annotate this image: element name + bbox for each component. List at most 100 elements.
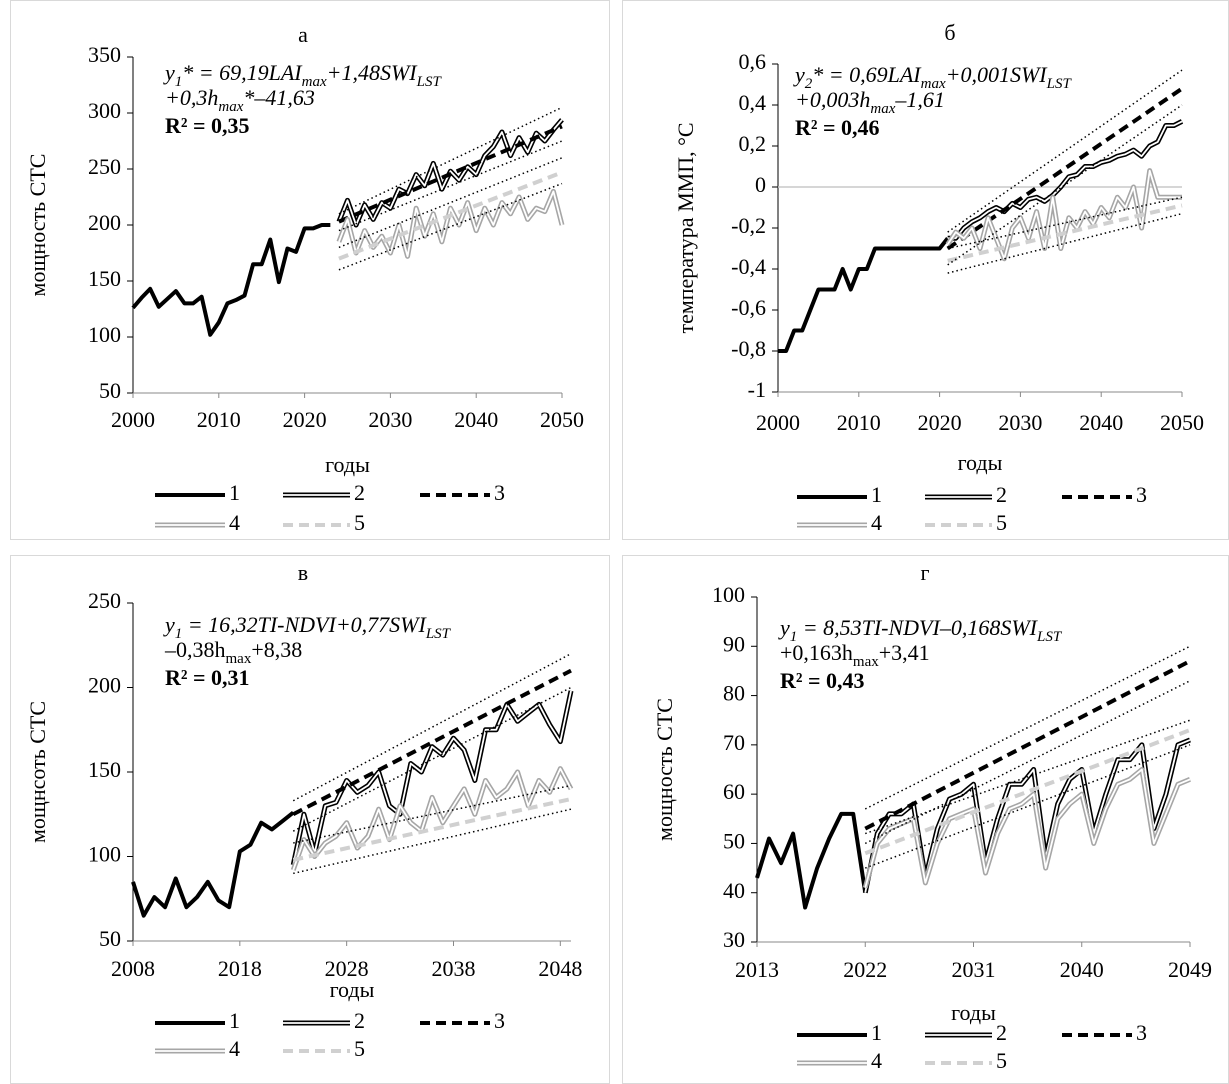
equation-text: * = 69,19LAI: [182, 60, 303, 85]
x-tick-label: 2030: [998, 410, 1042, 435]
chart-panel: г 30 40 50 60 70 80 90 100 2013 2022 2031 2040 2049 мо…: [622, 555, 1229, 1084]
x-tick-label: 2010: [837, 410, 881, 435]
series-line: [862, 767, 1191, 889]
legend-label: 3: [494, 1008, 505, 1033]
x-tick-label: 2038: [431, 956, 475, 981]
equation-text: +0,3h: [165, 85, 218, 110]
x-tick-label: 2022: [843, 957, 887, 982]
y-tick-label: 30: [723, 927, 745, 952]
series-line: [292, 767, 572, 871]
series-line: [864, 728, 1191, 856]
x-tick-label: 2050: [540, 407, 584, 432]
x-tick-label: 2031: [952, 957, 996, 982]
equation-text: y: [163, 60, 175, 85]
x-tick-label: 2040: [1079, 410, 1123, 435]
panel-border: [10, 0, 610, 540]
x-tick-label: 2013: [735, 957, 779, 982]
equation-text: * = 0,69LAI: [812, 62, 922, 87]
y-axis-label: температура ММП, °С: [673, 122, 698, 333]
y-tick-label: 0: [755, 172, 766, 197]
equation-text: +0,001SWI: [946, 62, 1049, 87]
x-axis-label: годы: [958, 450, 1003, 475]
series-line: [292, 668, 572, 817]
legend-label: 4: [871, 510, 882, 535]
x-tick-label: 2050: [1160, 410, 1204, 435]
series-line: [755, 811, 868, 910]
equation-text: +8,38: [251, 637, 302, 662]
legend-label: 5: [354, 510, 365, 535]
y-tick-label: 250: [88, 154, 121, 179]
y-axis-label: мощность СТС: [652, 698, 677, 841]
equation-line: y1* = 69,19LAImax+1,48SWILST: [163, 60, 442, 90]
y-tick-label: 50: [99, 926, 121, 951]
equation-line: +0,163hmax+3,41: [780, 640, 930, 670]
confidence-line: [865, 719, 1191, 835]
equation-text: +3,41: [879, 640, 930, 665]
x-tick-label: 2020: [918, 410, 962, 435]
y-tick-label: 0,6: [739, 49, 767, 74]
series-line: [864, 768, 1191, 889]
r-squared: R² = 0,46: [795, 115, 880, 140]
confidence-line: [338, 106, 563, 215]
equation-subscript: max: [226, 651, 252, 667]
y-tick-label: -0,8: [731, 336, 766, 361]
equation-text: +0,003h: [795, 87, 870, 112]
legend-label: 1: [229, 1008, 240, 1033]
x-tick-label: 2048: [538, 956, 582, 981]
y-tick-label: 40: [723, 878, 745, 903]
series-line: [338, 170, 563, 261]
equation-subscript: max: [302, 74, 327, 90]
y-tick-label: -1: [748, 377, 766, 402]
equation-line: +0,3hmax*–41,63: [165, 85, 315, 115]
equation-subscript: max: [218, 99, 243, 115]
confidence-line: [292, 653, 572, 802]
y-axis-label: мощнсоть СТС: [25, 701, 50, 843]
equation-text: = 8,53TI-NDVI–0,168SWI: [797, 615, 1038, 640]
y-tick-label: 100: [88, 322, 121, 347]
y-tick-label: 250: [88, 588, 121, 613]
chart-title: а: [298, 22, 308, 47]
y-tick-label: 100: [88, 842, 121, 867]
equation-text: y: [793, 62, 805, 87]
legend-label: 5: [354, 1036, 365, 1061]
y-tick-label: 70: [723, 730, 745, 755]
y-tick-label: 200: [88, 673, 121, 698]
legend-label: 5: [996, 1048, 1007, 1073]
y-tick-label: -0,4: [731, 254, 766, 279]
series-line: [947, 120, 1183, 240]
equation-line: –0,38hmax+8,38: [164, 637, 302, 667]
equation-text: *–41,63: [243, 85, 315, 110]
series-line: [131, 223, 331, 337]
equation-subscript: 2: [805, 76, 813, 92]
legend-label: 1: [871, 1020, 882, 1045]
x-tick-label: 2040: [454, 407, 498, 432]
y-tick-label: 350: [88, 42, 121, 67]
confidence-line: [338, 182, 563, 271]
equation-line: y1 = 16,32TI-NDVI+0,77SWILST: [163, 612, 452, 642]
chart-title: б: [944, 20, 955, 45]
y-tick-label: 150: [88, 757, 121, 782]
y-tick-label: -0,2: [731, 213, 766, 238]
x-tick-label: 2000: [111, 407, 155, 432]
legend-label: 1: [871, 482, 882, 507]
legend-label: 2: [996, 1020, 1007, 1045]
x-tick-label: 2040: [1060, 957, 1104, 982]
y-tick-label: 0,2: [739, 131, 767, 156]
legend-label: 2: [996, 482, 1007, 507]
series-line: [338, 119, 563, 226]
confidence-line: [864, 645, 1191, 810]
y-tick-label: 0,4: [739, 90, 767, 115]
equation-line: y2* = 0,69LAImax+0,001SWILST: [793, 62, 1072, 92]
y-tick-label: 50: [723, 828, 745, 853]
y-tick-label: -0,6: [731, 295, 766, 320]
confidence-line: [293, 808, 572, 875]
equation-line: y1 = 8,53TI-NDVI–0,168SWILST: [778, 615, 1063, 645]
legend-label: 4: [229, 510, 240, 535]
series-line: [292, 690, 572, 866]
x-tick-label: 2049: [1168, 957, 1212, 982]
legend-label: 3: [1136, 1020, 1147, 1045]
equation-subscript: LST: [1046, 76, 1073, 92]
equation-subscript: 1: [175, 74, 183, 90]
y-axis-label: мощность СТС: [25, 154, 50, 297]
